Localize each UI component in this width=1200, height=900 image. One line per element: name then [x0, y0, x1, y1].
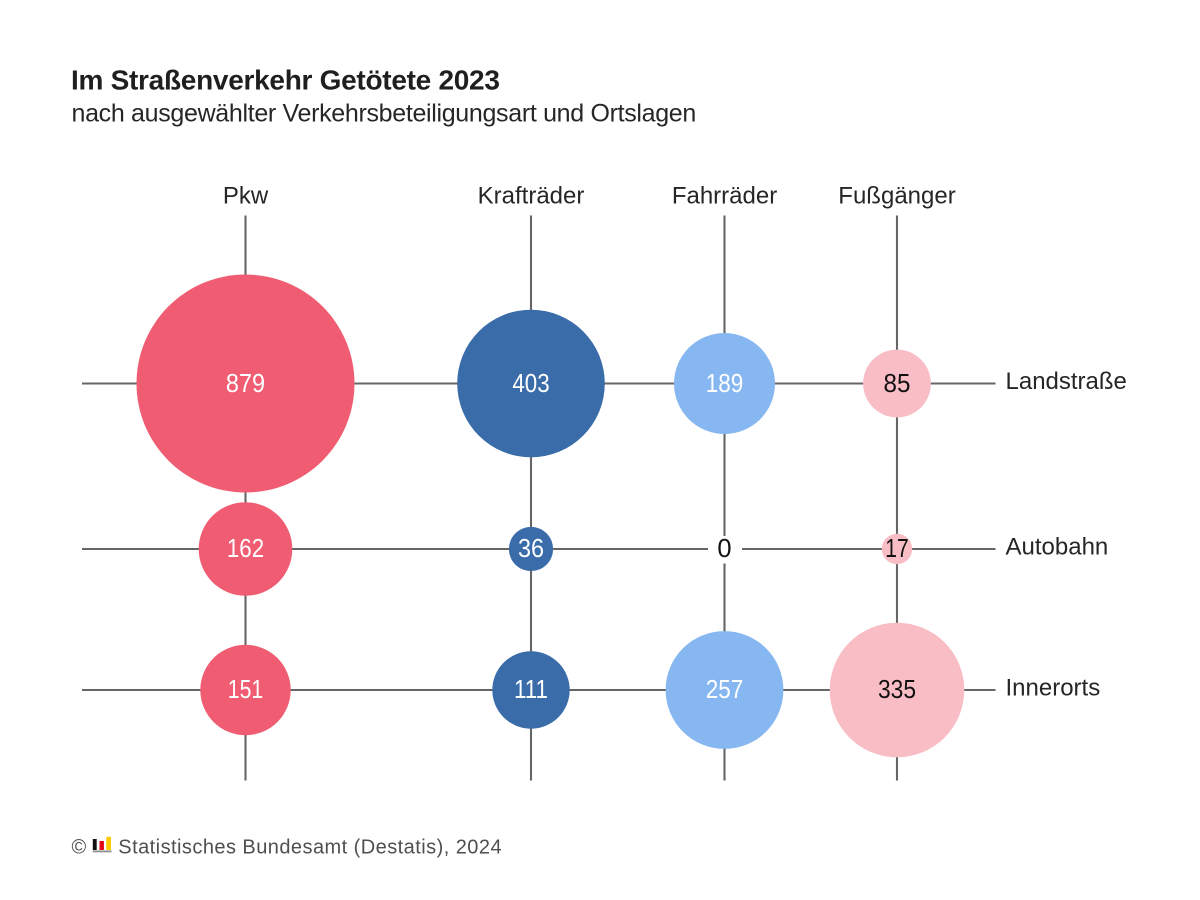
svg-text:257: 257	[706, 676, 744, 704]
svg-text:Fußgänger: Fußgänger	[838, 182, 955, 209]
svg-text:Autobahn: Autobahn	[1006, 534, 1109, 561]
svg-text:Im Straßenverkehr Getötete 202: Im Straßenverkehr Getötete 2023	[71, 65, 500, 96]
svg-text:Innerorts: Innerorts	[1006, 675, 1101, 702]
svg-text:151: 151	[228, 676, 264, 704]
svg-text:162: 162	[227, 535, 264, 563]
svg-text:0: 0	[717, 535, 731, 563]
svg-text:17: 17	[885, 535, 908, 563]
svg-text:Fahrräder: Fahrräder	[672, 182, 777, 209]
svg-text:©: ©	[72, 836, 87, 858]
svg-text:Pkw: Pkw	[223, 182, 269, 209]
svg-text:189: 189	[706, 370, 744, 398]
svg-text:111: 111	[514, 676, 548, 704]
svg-text:879: 879	[226, 370, 265, 398]
svg-text:85: 85	[884, 370, 911, 398]
svg-text:Landstraße: Landstraße	[1006, 368, 1127, 395]
svg-text:36: 36	[518, 535, 544, 563]
svg-text:Krafträder: Krafträder	[478, 182, 585, 209]
svg-text:Statistisches Bundesamt (Desta: Statistisches Bundesamt (Destatis), 2024	[118, 836, 502, 858]
svg-text:nach ausgewählter Verkehrsbete: nach ausgewählter Verkehrsbeteiligungsar…	[72, 100, 696, 128]
svg-text:335: 335	[878, 676, 916, 704]
svg-text:403: 403	[512, 370, 549, 398]
